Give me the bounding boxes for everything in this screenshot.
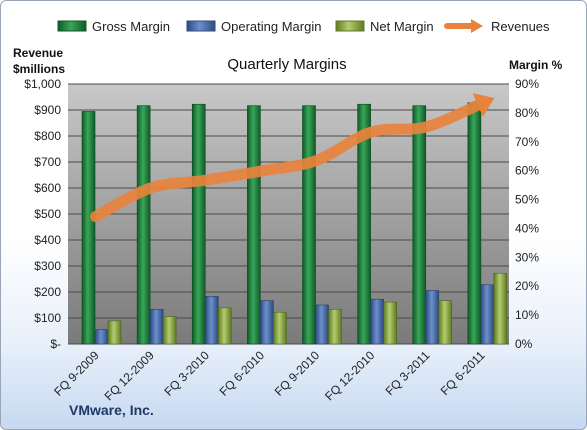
left-tick-label: $- — [50, 337, 61, 351]
x-tick-label: FQ 6-2011 — [438, 348, 488, 398]
bar-net-margin — [162, 316, 177, 345]
right-tick-label: 90% — [515, 77, 539, 91]
bar-net-margin — [107, 320, 122, 345]
legend-item-net-margin: Net Margin — [335, 19, 434, 34]
bar-gross-margin — [81, 111, 96, 345]
left-tick-label: $500 — [34, 207, 61, 221]
right-tick-label: 80% — [515, 106, 539, 120]
bar-net-margin — [493, 272, 508, 345]
bar-gross-margin — [136, 105, 151, 345]
x-tick-label: FQ 6-2010 — [217, 348, 268, 399]
bar-gross-margin — [412, 105, 427, 345]
left-tick-label: $700 — [34, 155, 61, 169]
right-tick-label: 20% — [515, 279, 539, 293]
x-axis-ticks: FQ 9-2009 FQ 12-2009 FQ 3-2010 FQ 6-2010 FQ … — [51, 348, 488, 403]
left-tick-label: $400 — [34, 233, 61, 247]
x-tick-label: FQ 3-2010 — [161, 348, 212, 399]
legend: Gross Margin Operating Margin Net Margin… — [57, 19, 550, 34]
right-tick-label: 10% — [515, 308, 539, 322]
right-tick-label: 30% — [515, 250, 539, 264]
left-tick-label: $800 — [34, 129, 61, 143]
legend-swatch-gross-margin — [57, 20, 87, 32]
bar-gross-margin — [247, 105, 261, 345]
legend-label-revenues: Revenues — [491, 19, 550, 34]
legend-label-operating-margin: Operating Margin — [221, 19, 321, 34]
bar-operating-margin — [480, 284, 495, 345]
bar-net-margin — [273, 311, 287, 345]
bar-net-margin — [328, 309, 342, 345]
bar-net-margin — [383, 301, 397, 345]
bar-gross-margin — [357, 103, 371, 345]
right-axis-title: Margin % — [509, 58, 563, 72]
legend-swatch-operating-margin — [186, 20, 216, 32]
right-tick-label: 40% — [515, 221, 539, 235]
left-axis-title-line2: $millions — [13, 62, 65, 76]
bar-net-margin — [438, 300, 453, 345]
bar-gross-margin — [302, 105, 316, 345]
x-tick-label: FQ 9-2009 — [51, 348, 102, 399]
x-tick-label: FQ 3-2011 — [383, 348, 433, 398]
bar-operating-margin — [94, 329, 109, 345]
bar-operating-margin — [204, 296, 219, 345]
bar-operating-margin — [425, 290, 440, 345]
bar-net-margin — [217, 307, 232, 345]
legend-label-net-margin: Net Margin — [370, 19, 434, 34]
bars — [81, 102, 508, 345]
bar-operating-margin — [260, 300, 274, 345]
left-tick-label: $900 — [34, 103, 61, 117]
bar-operating-margin — [315, 304, 329, 345]
bar-gross-margin — [467, 102, 482, 345]
left-axis-ticks: $- $100 $200 $300 $400 $500 $600 $700 $800 $900 $1… — [24, 77, 61, 351]
legend-swatch-net-margin — [335, 20, 365, 32]
revenue-line — [90, 93, 495, 223]
bar-gross-margin — [191, 103, 206, 345]
left-tick-label: $100 — [34, 311, 61, 325]
company-label: VMware, Inc. — [69, 402, 154, 418]
left-tick-label: $600 — [34, 181, 61, 195]
left-tick-label: $200 — [34, 285, 61, 299]
legend-item-gross-margin: Gross Margin — [57, 19, 170, 34]
left-tick-label: $1,000 — [24, 77, 61, 91]
left-tick-label: $300 — [34, 259, 61, 273]
right-axis-ticks: 0% 10% 20% 30% 40% 50% 60% 70% 80% 90% — [515, 77, 539, 351]
chart-title: Quarterly Margins — [227, 56, 346, 73]
revenue-line-arrowhead — [472, 93, 495, 118]
left-axis-title-line1: Revenue — [13, 46, 63, 60]
right-tick-label: 60% — [515, 164, 539, 178]
bar-operating-margin — [370, 298, 384, 345]
legend-label-gross-margin: Gross Margin — [92, 19, 170, 34]
x-tick-label: FQ 12-2010 — [322, 348, 377, 403]
legend-arrow-revenues — [471, 19, 483, 33]
right-tick-label: 0% — [515, 337, 533, 351]
legend-item-operating-margin: Operating Margin — [186, 19, 321, 34]
bar-operating-margin — [149, 309, 164, 345]
x-tick-label: FQ 12-2009 — [102, 348, 157, 403]
right-tick-label: 50% — [515, 193, 539, 207]
revenue-line-path — [90, 98, 487, 223]
x-tick-label: FQ 9-2010 — [272, 348, 323, 399]
legend-item-revenues: Revenues — [444, 19, 550, 34]
right-tick-label: 70% — [515, 135, 539, 149]
